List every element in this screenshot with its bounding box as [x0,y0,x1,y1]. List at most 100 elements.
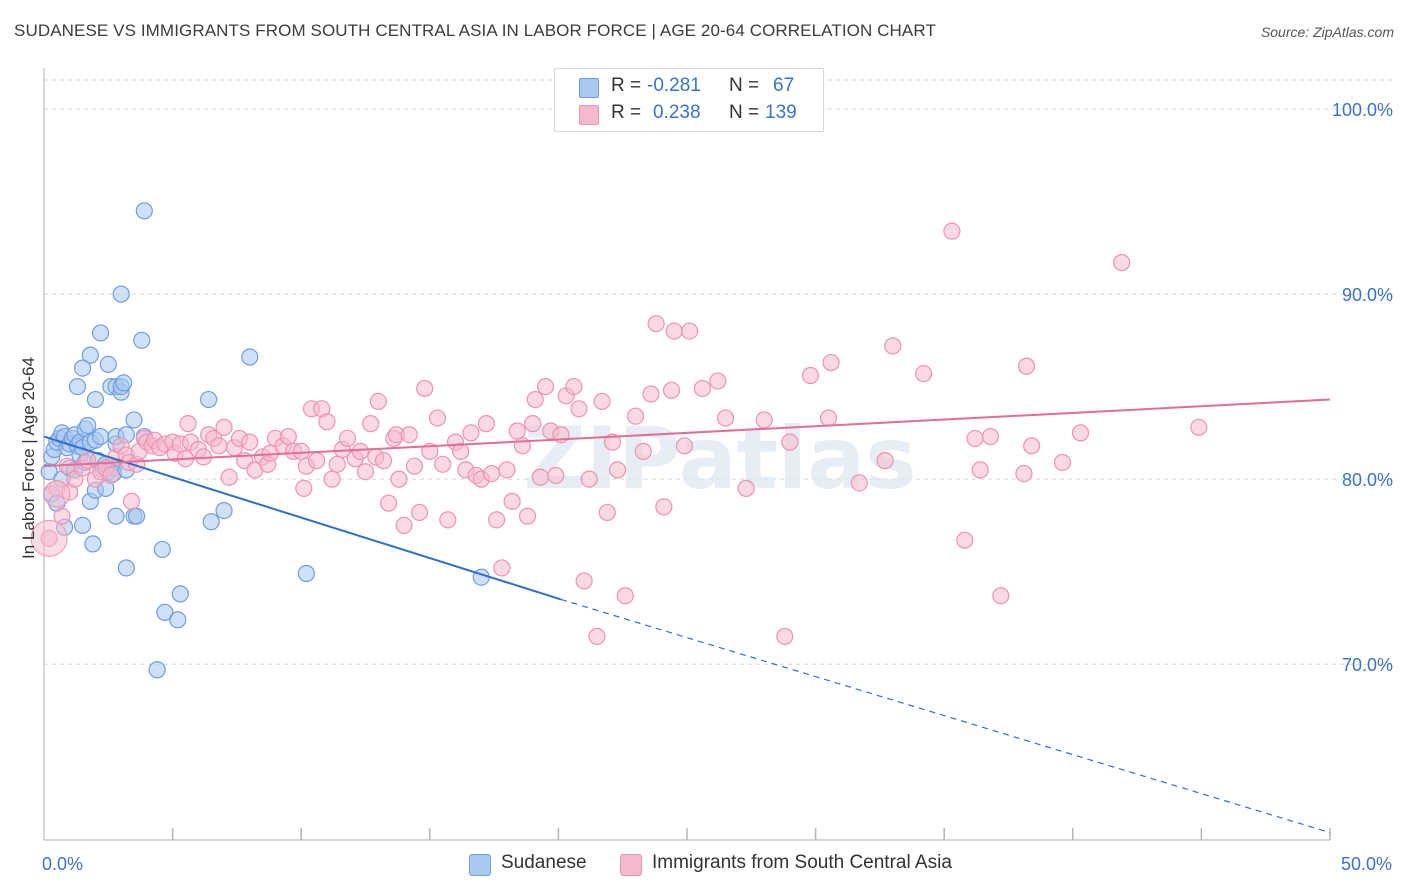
data-point [210,437,228,455]
data-point [171,585,189,603]
legend-n-label: N = [729,102,760,123]
data-point [308,452,326,470]
data-point [819,409,838,427]
data-point [493,559,511,577]
data-point [156,603,174,621]
data-point [1190,418,1208,436]
data-point [482,464,501,483]
data-point [709,372,727,390]
data-point [531,468,549,486]
data-point [169,611,187,629]
data-point [338,429,357,448]
data-point [693,379,712,398]
legend-r-value: 0.238 [653,102,701,123]
data-point [884,337,902,355]
data-point [428,409,447,427]
legend-swatch-pink [579,105,599,125]
data-point [153,540,171,559]
data-point [603,433,622,451]
data-point [351,442,369,460]
y-tick-label: 90.0% [1342,285,1393,305]
data-point [356,463,375,481]
series-south-central-asia-points [30,100,1208,646]
data-point [781,433,799,451]
data-point [547,466,565,485]
data-point [117,559,135,577]
data-point [462,424,480,442]
trend-line-sudanese-extension [560,598,1331,834]
data-point [1015,464,1033,483]
legend-label: Sudanese [501,852,587,873]
chart-title: SUDANESE VS IMMIGRANTS FROM SOUTH CENTRA… [14,21,936,40]
data-point [570,400,588,418]
data-point [127,507,146,525]
data-point [737,479,755,497]
tick-labels: 100.0% 90.0% 80.0% 70.0% 0.0% 50.0% [42,100,1393,874]
data-point [1017,357,1036,375]
data-point [981,427,1000,446]
data-point [220,468,238,486]
data-point [956,531,974,549]
data-point [680,322,699,340]
data-point [565,378,583,396]
data-point [498,461,516,479]
y-axis-label: In Labor Force | Age 20-64 [19,357,38,559]
data-point [125,411,143,429]
data-point [362,415,380,433]
data-point [202,513,220,531]
data-point [292,442,310,460]
correlation-legend: R = -0.281 N = 67 R = 0.238 N = 139 [554,68,824,132]
data-point [102,466,120,485]
data-point [634,442,652,460]
data-point [608,461,627,479]
trend-lines [43,398,1331,834]
data-point [971,461,989,479]
data-point [135,202,153,220]
data-point [79,452,97,470]
legend-n-value: 139 [765,102,797,123]
data-point [452,442,470,460]
data-point [30,519,68,557]
data-point [434,455,452,473]
data-point [526,390,544,409]
data-point [73,359,92,377]
data-point [915,365,933,383]
data-point [279,427,297,446]
data-point [380,494,398,512]
data-point [86,390,105,409]
x-tick-label: 50.0% [1341,854,1392,874]
data-point [328,455,346,473]
data-point [395,516,413,534]
trend-line-south-central-asia [43,398,1331,468]
legend-swatch-blue [579,78,599,98]
data-point [536,378,555,396]
legend-n-label: N = [729,75,760,96]
data-point [241,433,259,451]
data-point [1053,453,1072,472]
data-point [405,457,423,475]
gridlines [44,79,1394,665]
data-point [598,503,616,522]
data-point [84,535,102,553]
data-point [755,411,773,429]
data-point [477,415,495,433]
legend-r-value: -0.281 [647,75,701,96]
data-point [508,422,526,440]
y-tick-label: 80.0% [1342,470,1393,490]
series-sudanese-points [40,202,490,679]
data-point [133,331,151,349]
data-point [369,392,387,411]
data-point [776,627,794,646]
trend-line-sudanese [43,435,562,601]
data-point [716,409,735,427]
legend-r-label: R = [611,102,642,123]
data-point [297,564,315,583]
data-point [1023,437,1041,455]
data-point [107,507,125,525]
data-point [992,587,1010,605]
data-point [295,479,313,497]
data-point [323,470,341,488]
data-point [518,507,537,525]
data-point [647,315,665,333]
